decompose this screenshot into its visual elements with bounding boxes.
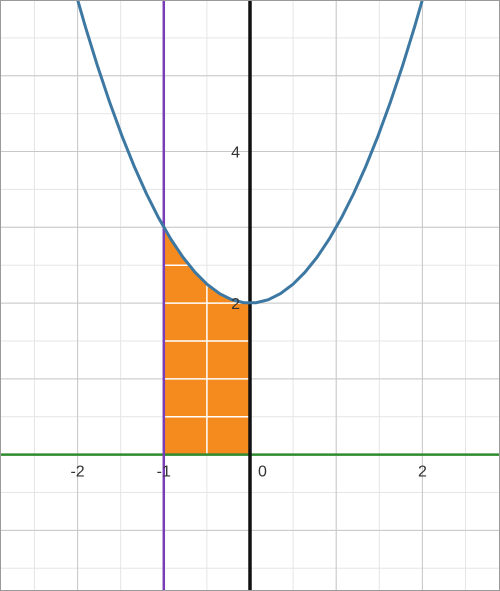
x-tick-label: 2 bbox=[418, 464, 427, 481]
y-tick-label: 4 bbox=[231, 145, 240, 162]
y-tick-label: 2 bbox=[231, 296, 240, 313]
x-tick-label: -1 bbox=[157, 464, 171, 481]
function-plot: -2 -1 0 2 2 4 bbox=[0, 0, 500, 591]
x-tick-label: -2 bbox=[70, 464, 84, 481]
x-tick-label: 0 bbox=[258, 464, 267, 481]
